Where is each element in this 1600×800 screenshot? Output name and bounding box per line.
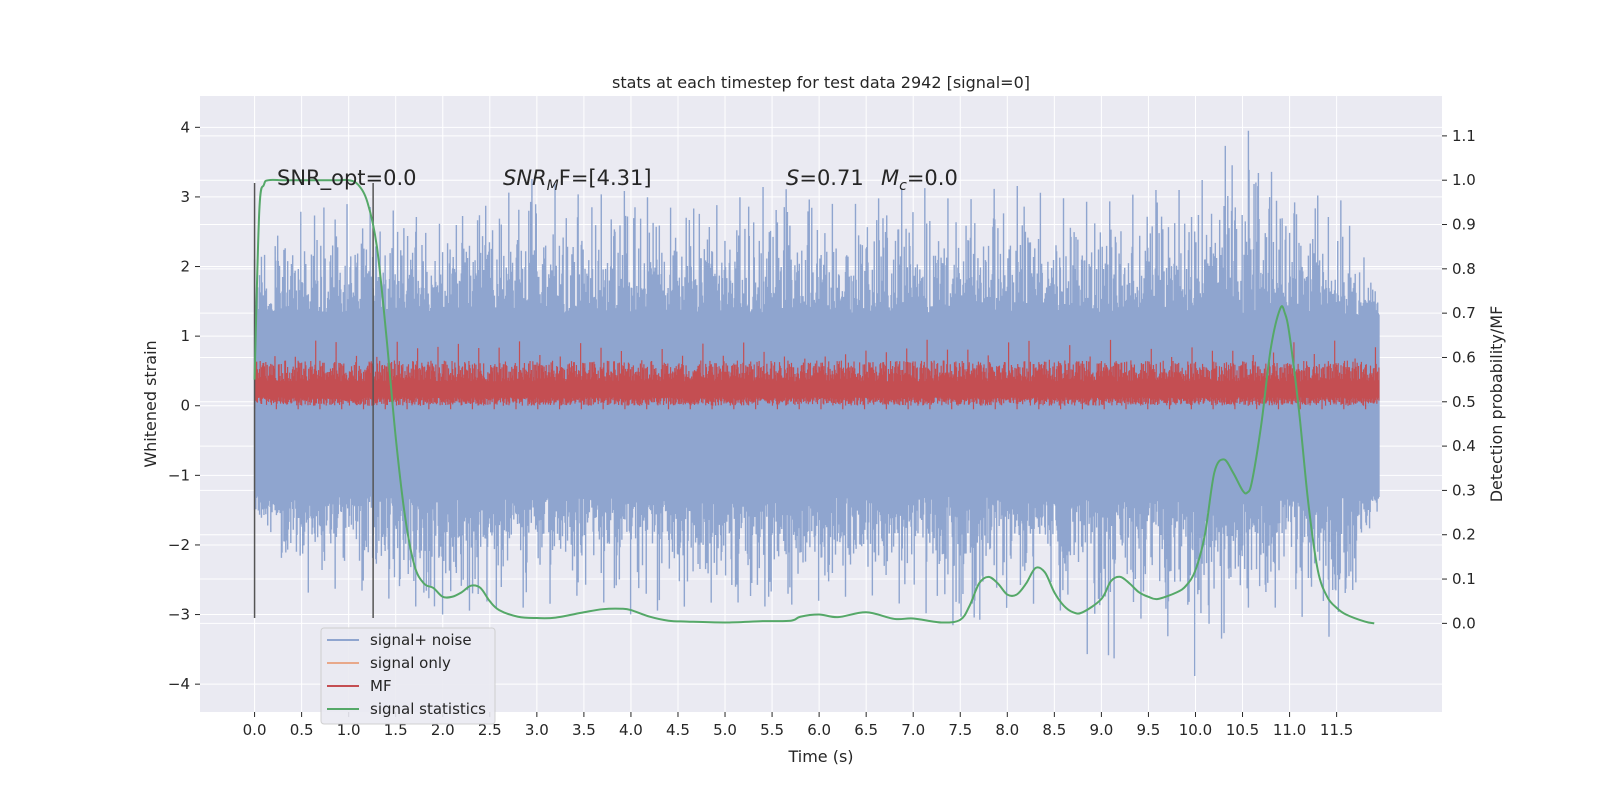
y-tick-label: 2 — [180, 258, 190, 276]
legend: signal+ noise signal only MF signal stat… — [320, 627, 496, 725]
y-right-tick-label: 0.0 — [1452, 614, 1476, 632]
x-tick-label: 2.5 — [478, 721, 502, 739]
x-tick-label: 10.5 — [1226, 721, 1259, 739]
annotation-snr-mf: SNRMF=[4.31] — [503, 166, 652, 194]
x-tick-label: 8.0 — [995, 721, 1019, 739]
y-tick-label: 0 — [180, 397, 190, 415]
x-tick-label: 5.5 — [760, 721, 784, 739]
x-tick-label: 11.0 — [1273, 721, 1306, 739]
s-rest: =0.71 — [799, 166, 863, 190]
y-axis-ticks: −4 −3 −2 −1 0 1 2 3 4 — [168, 118, 200, 693]
x-tick-label: 5.0 — [713, 721, 737, 739]
y-axis-right-ticks: 0.0 0.1 0.2 0.3 0.4 0.5 0.6 0.7 0.8 0.9 1.0 1.1 — [1442, 127, 1476, 632]
y-tick-label: 4 — [180, 118, 190, 136]
snr-mf-sub: M — [547, 178, 559, 194]
y-tick-label: −4 — [168, 675, 190, 693]
snr-mf-main: SNR — [503, 166, 547, 190]
legend-label-statistics: signal statistics — [370, 700, 486, 718]
x-tick-label: 7.0 — [901, 721, 925, 739]
snr-mf-rest: F=[4.31] — [559, 166, 652, 190]
x-tick-label: 0.5 — [290, 721, 314, 739]
mc-rest: =0.0 — [907, 166, 958, 190]
x-tick-label: 9.0 — [1089, 721, 1113, 739]
y-tick-label: 1 — [180, 327, 190, 345]
x-tick-label: 2.0 — [431, 721, 455, 739]
y-tick-label: −3 — [168, 606, 190, 624]
y-right-tick-label: 0.3 — [1452, 481, 1476, 499]
x-tick-label: 6.5 — [854, 721, 878, 739]
y-tick-label: 3 — [180, 188, 190, 206]
x-tick-label: 11.5 — [1320, 721, 1353, 739]
y-right-tick-label: 0.5 — [1452, 393, 1476, 411]
annotation-s: S=0.71 — [786, 166, 864, 190]
legend-box — [320, 627, 496, 725]
y-axis-label: Whitened strain — [141, 340, 160, 467]
y-right-tick-label: 1.0 — [1452, 171, 1476, 189]
y-tick-label: −2 — [168, 536, 190, 554]
y-right-tick-label: 1.1 — [1452, 127, 1476, 145]
y-tick-label: −1 — [168, 466, 190, 484]
x-tick-label: 6.0 — [807, 721, 831, 739]
x-tick-label: 10.0 — [1179, 721, 1212, 739]
mc-main: M — [881, 166, 899, 190]
x-tick-label: 3.5 — [572, 721, 596, 739]
annotation-snr-opt: SNR_opt=0.0 — [277, 166, 417, 191]
s-main: S — [786, 166, 799, 190]
x-tick-label: 7.5 — [948, 721, 972, 739]
x-tick-label: 4.0 — [619, 721, 643, 739]
signal-statistics-series — [253, 178, 1375, 625]
legend-label-noise: signal+ noise — [370, 631, 472, 649]
y-axis-right-label: Detection probability/MF — [1487, 306, 1506, 503]
mc-sub: c — [899, 178, 907, 194]
y-right-tick-label: 0.1 — [1452, 570, 1476, 588]
x-axis-ticks: 0.0 0.5 1.0 1.5 2.0 2.5 3.0 3.5 4.0 4.5 5.0 5.5 6.0 6… — [243, 712, 1353, 739]
x-tick-label: 8.5 — [1042, 721, 1066, 739]
x-tick-label: 9.5 — [1137, 721, 1161, 739]
annotation-mc: Mc=0.0 — [881, 166, 958, 194]
x-tick-label: 0.0 — [243, 721, 267, 739]
mf-series — [253, 339, 1380, 410]
x-tick-label: 3.0 — [525, 721, 549, 739]
legend-label-mf: MF — [370, 677, 392, 695]
y-right-tick-label: 0.2 — [1452, 526, 1476, 544]
x-axis-label: Time (s) — [787, 747, 853, 766]
x-tick-label: 1.5 — [384, 721, 408, 739]
y-right-tick-label: 0.7 — [1452, 304, 1476, 322]
x-tick-label: 1.0 — [337, 721, 361, 739]
chart-title: stats at each timestep for test data 294… — [612, 73, 1030, 92]
y-right-tick-label: 0.8 — [1452, 260, 1476, 278]
vertical-markers — [253, 183, 374, 619]
y-right-tick-label: 0.9 — [1452, 216, 1476, 234]
y-right-tick-label: 0.4 — [1452, 437, 1476, 455]
legend-label-signal-only: signal only — [370, 654, 451, 672]
signal-statistics-line — [253, 178, 1375, 625]
x-tick-label: 4.5 — [666, 721, 690, 739]
y-right-tick-label: 0.6 — [1452, 348, 1476, 366]
